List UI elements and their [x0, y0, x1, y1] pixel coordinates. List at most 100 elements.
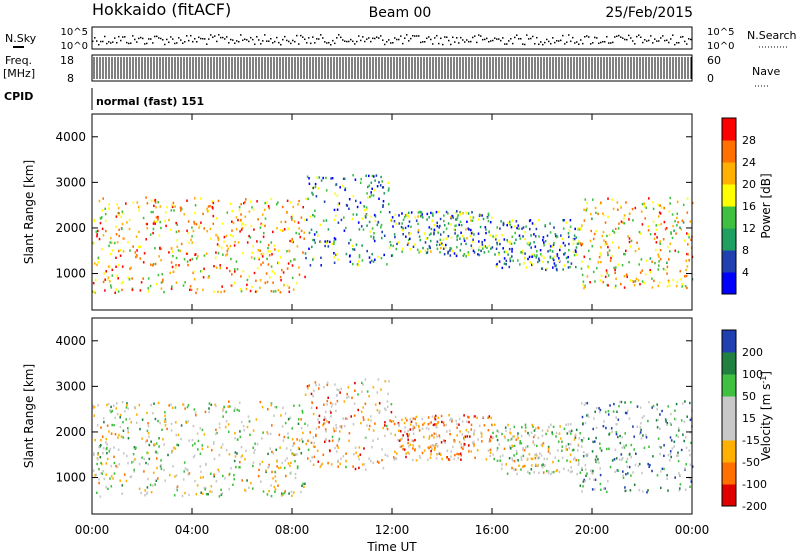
power-scatter-point: [365, 174, 367, 177]
nsky-dot: [674, 43, 676, 46]
velocity-scatter-point: [147, 463, 149, 466]
power-scatter-point: [641, 223, 644, 226]
velocity-scatter-point: [541, 429, 544, 432]
power-scatter-point: [470, 219, 472, 222]
velocity-scatter-point: [541, 444, 544, 448]
power-scatter-point: [295, 231, 297, 235]
power-scatter-point: [132, 201, 135, 204]
power-scatter-point: [606, 251, 609, 254]
power-scatter-point: [193, 278, 196, 281]
power-scatter-point: [149, 284, 152, 288]
velocity-scatter-point: [331, 435, 334, 439]
power-scatter-point: [542, 239, 544, 242]
power-scatter-point: [337, 203, 339, 206]
velocity-scatter-point: [435, 444, 437, 447]
velocity-scatter-point: [566, 432, 569, 435]
power-scatter-point: [600, 254, 602, 257]
power-scatter-point: [355, 199, 357, 203]
power-scatter-point: [147, 290, 150, 293]
power-scatter-point: [443, 253, 446, 256]
velocity-scatter-point: [377, 437, 379, 441]
power-scatter-point: [330, 177, 332, 180]
power-scatter-point: [534, 235, 537, 238]
power-scatter-point: [194, 253, 196, 256]
nsky-dot: [142, 37, 144, 40]
velocity-scatter-point: [317, 418, 319, 421]
power-scatter-point: [654, 232, 656, 236]
power-scatter-point: [576, 253, 578, 256]
power-scatter-point: [663, 220, 666, 224]
power-scatter-point: [524, 231, 526, 234]
velocity-scatter-point: [110, 464, 113, 468]
power-scatter-point: [240, 275, 242, 278]
nsky-dot: [106, 42, 108, 45]
nsky-dot: [168, 41, 170, 44]
nsky-dot: [332, 39, 334, 42]
velocity-scatter-point: [685, 436, 687, 439]
velocity-scatter-point: [415, 459, 418, 462]
power-scatter-point: [150, 263, 152, 266]
velocity-scatter-point: [441, 420, 443, 424]
power-scatter-point: [652, 220, 655, 223]
velocity-scatter-point: [666, 477, 668, 481]
velocity-scatter-point: [491, 423, 493, 427]
power-scatter-point: [366, 224, 368, 227]
velocity-scatter-point: [577, 459, 580, 462]
velocity-scatter-point: [278, 466, 280, 470]
velocity-scatter-point: [418, 429, 421, 432]
velocity-scatter-point: [592, 427, 594, 431]
velocity-scatter-point: [587, 413, 589, 416]
power-scatter-point: [595, 211, 597, 215]
velocity-scatter-point: [622, 476, 625, 479]
velocity-scatter-point: [363, 463, 366, 466]
velocity-scatter-point: [394, 433, 396, 437]
nsky-dot: [176, 42, 178, 44]
power-scatter-point: [130, 266, 132, 269]
power-scatter-point: [674, 220, 676, 223]
power-scatter-point: [644, 217, 646, 220]
power-scatter-point: [451, 249, 453, 253]
nsky-dot: [464, 41, 466, 43]
velocity-scatter-point: [626, 457, 629, 461]
velocity-scatter-point: [252, 429, 255, 432]
velocity-scatter-point: [519, 442, 521, 445]
power-scatter-point: [520, 251, 522, 254]
power-cbar-tick-label: 4: [742, 266, 749, 279]
power-scatter-point: [392, 244, 394, 248]
power-scatter-point: [92, 282, 95, 285]
power-scatter-point: [312, 257, 315, 260]
velocity-scatter-point: [630, 401, 632, 404]
power-scatter-point: [314, 185, 317, 189]
velocity-scatter-point: [298, 404, 301, 407]
velocity-scatter-point: [476, 449, 479, 452]
power-scatter-point: [684, 275, 686, 278]
power-scatter-point: [93, 218, 95, 222]
power-scatter-point: [368, 184, 371, 187]
velocity-scatter-point: [533, 471, 535, 474]
velocity-scatter-point: [253, 451, 255, 454]
velocity-scatter-point: [322, 422, 325, 425]
velocity-scatter-point: [414, 438, 416, 442]
power-scatter-point: [604, 275, 607, 278]
power-scatter-point: [510, 226, 513, 229]
nsky-dot: [400, 35, 402, 37]
nsky-dot: [206, 43, 208, 45]
nsky-dot: [268, 40, 270, 42]
power-scatter-point: [164, 219, 166, 223]
power-scatter-point: [511, 255, 513, 258]
power-scatter-point: [381, 180, 383, 183]
power-scatter-point: [367, 185, 369, 189]
velocity-scatter-point: [394, 450, 396, 453]
velocity-scatter-point: [378, 402, 381, 405]
power-scatter-point: [662, 238, 665, 241]
power-scatter-point: [259, 249, 261, 252]
velocity-scatter-point: [639, 432, 641, 435]
velocity-scatter-point: [689, 463, 692, 466]
nsky-dot: [666, 39, 668, 42]
velocity-scatter-point: [115, 407, 117, 410]
velocity-scatter-point: [409, 423, 412, 426]
power-scatter-point: [612, 207, 615, 211]
power-scatter-point: [639, 283, 641, 286]
velocity-scatter-point: [684, 488, 687, 491]
